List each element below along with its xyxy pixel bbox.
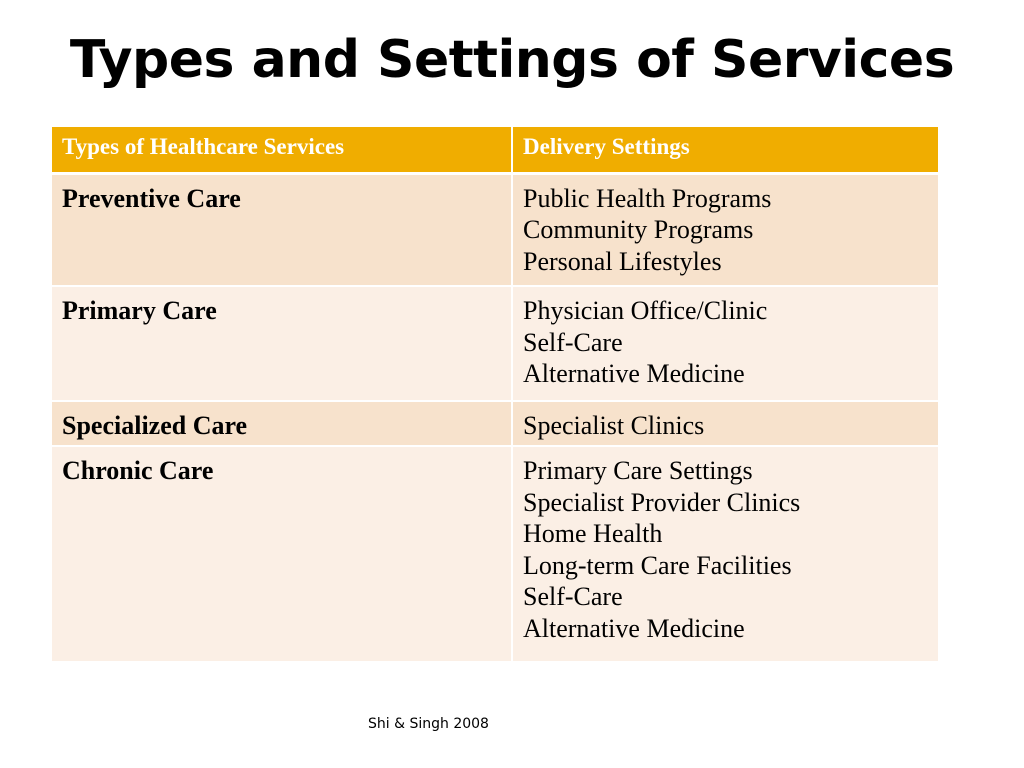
setting-item: Personal Lifestyles — [523, 246, 722, 276]
setting-item: Self-Care — [523, 582, 623, 611]
service-type-cell: Primary Care — [52, 285, 512, 401]
service-type-cell: Specialized Care — [52, 400, 512, 446]
table-row: Primary Care Physician Office/Clinic Sel… — [52, 285, 938, 401]
header-types-of-healthcare-services: Types of Healthcare Services — [52, 127, 512, 175]
header-delivery-settings: Delivery Settings — [511, 127, 938, 175]
setting-item: Self-Care — [523, 327, 623, 357]
delivery-settings-cell: Physician Office/Clinic Self-Care Altern… — [511, 285, 938, 401]
setting-item: Community Programs — [523, 215, 754, 244]
setting-item: Alternative Medicine — [523, 613, 745, 643]
setting-item: Long-term Care Facilities — [523, 550, 792, 580]
setting-item: Home Health — [523, 519, 663, 548]
setting-item: Physician Office/Clinic — [523, 296, 768, 325]
service-type-cell: Chronic Care — [52, 445, 512, 661]
service-type-cell: Preventive Care — [52, 172, 512, 286]
slide-title: Types and Settings of Services — [69, 30, 955, 90]
delivery-settings-cell: Specialist Clinics — [511, 400, 938, 446]
table-header-row: Types of Healthcare Services Delivery Se… — [52, 127, 938, 175]
setting-item: Primary Care Settings — [523, 456, 753, 485]
setting-item: Specialist Clinics — [523, 411, 705, 440]
delivery-settings-cell: Primary Care Settings Specialist Provide… — [511, 445, 938, 661]
setting-item: Alternative Medicine — [523, 359, 745, 388]
table-row: Preventive Care Public Health Programs C… — [52, 172, 938, 286]
setting-item: Specialist Provider Clinics — [523, 487, 801, 517]
source-citation: Shi & Singh 2008 — [368, 716, 489, 732]
delivery-settings-cell: Public Health Programs Community Program… — [511, 172, 938, 286]
table-row: Chronic Care Primary Care Settings Speci… — [52, 445, 938, 661]
table-row: Specialized Care Specialist Clinics — [52, 400, 938, 446]
services-table: Types of Healthcare Services Delivery Se… — [52, 127, 938, 661]
setting-item: Public Health Programs — [523, 183, 772, 213]
